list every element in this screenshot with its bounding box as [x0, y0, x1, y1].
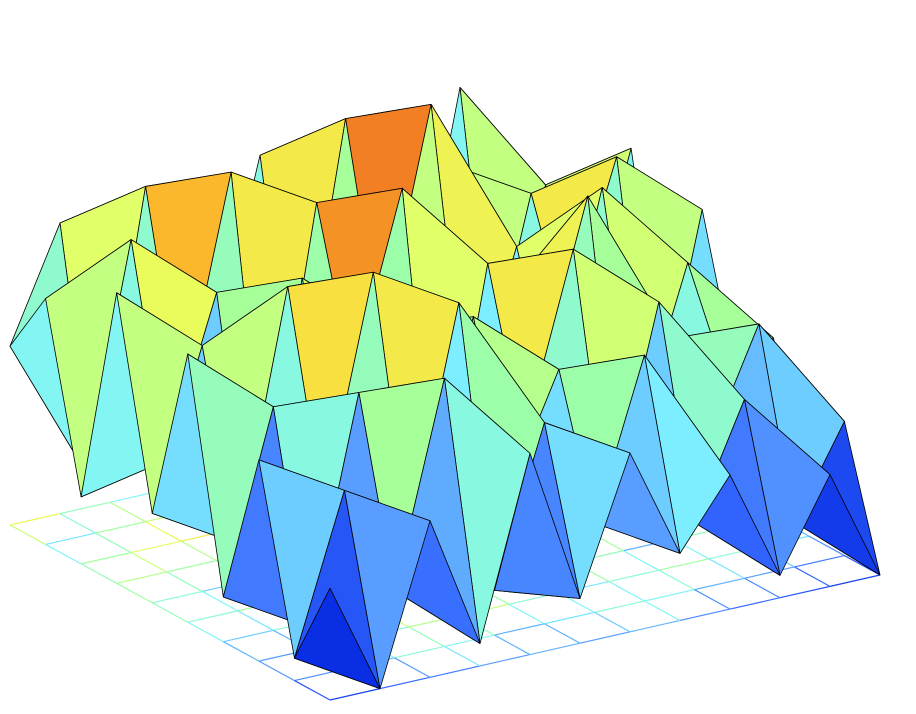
- floor-contour: [608, 569, 660, 583]
- floor-contour: [779, 585, 831, 599]
- floor-contour: [116, 571, 167, 584]
- floor-contour: [258, 660, 295, 682]
- floor-contour: [145, 521, 182, 542]
- floor-contour: [109, 501, 146, 523]
- floor-contour: [708, 558, 745, 579]
- floor-contour: [644, 600, 681, 621]
- floor-contour: [130, 540, 182, 554]
- floor-contour: [394, 657, 431, 678]
- floor-contour: [95, 532, 132, 554]
- floor-contour: [794, 554, 845, 568]
- floor-contour: [623, 550, 660, 571]
- floor-contour: [744, 577, 781, 599]
- floor-contour: [95, 521, 146, 534]
- floor-contour: [544, 623, 581, 644]
- floor-contour: [594, 611, 631, 633]
- floor-contour: [152, 590, 203, 604]
- floor-contour: [529, 642, 581, 656]
- floor-contour: [166, 560, 217, 573]
- floor-contour: [794, 566, 831, 587]
- floor-contour: [379, 676, 431, 690]
- floor-contour: [187, 621, 224, 643]
- floor-contour: [594, 600, 645, 613]
- floor-contour: [223, 629, 274, 643]
- floor-contour: [223, 641, 260, 662]
- floor-contour: [59, 501, 111, 515]
- floor-contour: [237, 610, 274, 631]
- floor-contour: [329, 688, 381, 701]
- floor-contour: [294, 680, 331, 701]
- floor-contour: [494, 623, 545, 636]
- floor-contour: [444, 634, 495, 648]
- floor-contour: [394, 645, 445, 659]
- floor-contour: [444, 645, 481, 667]
- floor-contour: [508, 603, 545, 625]
- floor-contour: [9, 513, 61, 526]
- floor-contour: [479, 653, 531, 667]
- floor-contour: [408, 626, 445, 647]
- floor-contour: [45, 543, 82, 565]
- floor-contour: [201, 590, 239, 612]
- floor-contour: [9, 524, 46, 545]
- floor-contour: [629, 619, 681, 633]
- floor-contour: [59, 513, 96, 534]
- floor-contour: [116, 582, 153, 604]
- floor-contour: [658, 569, 695, 591]
- floor-contour: [544, 611, 595, 625]
- floor-contour: [130, 551, 167, 573]
- floor-contour: [80, 563, 117, 584]
- floor-contour: [45, 532, 96, 546]
- floor-contour: [579, 631, 631, 644]
- floor-contour: [187, 610, 238, 623]
- floor-contour: [180, 540, 217, 562]
- floor-contour: [151, 602, 189, 623]
- floor-contour: [829, 574, 881, 587]
- floor-contour: [729, 597, 781, 610]
- floor-contour: [608, 581, 645, 602]
- floor-contour: [808, 535, 845, 557]
- floor-contour: [494, 634, 531, 656]
- floor-contour: [694, 577, 745, 591]
- floor-contour: [658, 558, 710, 571]
- floor-contour: [80, 551, 132, 565]
- floor-contour: [644, 589, 695, 602]
- floor-contour: [694, 589, 731, 610]
- surface-facet: [294, 587, 381, 690]
- floor-contour: [429, 665, 481, 678]
- floor-contour: [744, 566, 795, 579]
- floor-contour: [166, 571, 203, 592]
- floor-contour: [679, 608, 731, 622]
